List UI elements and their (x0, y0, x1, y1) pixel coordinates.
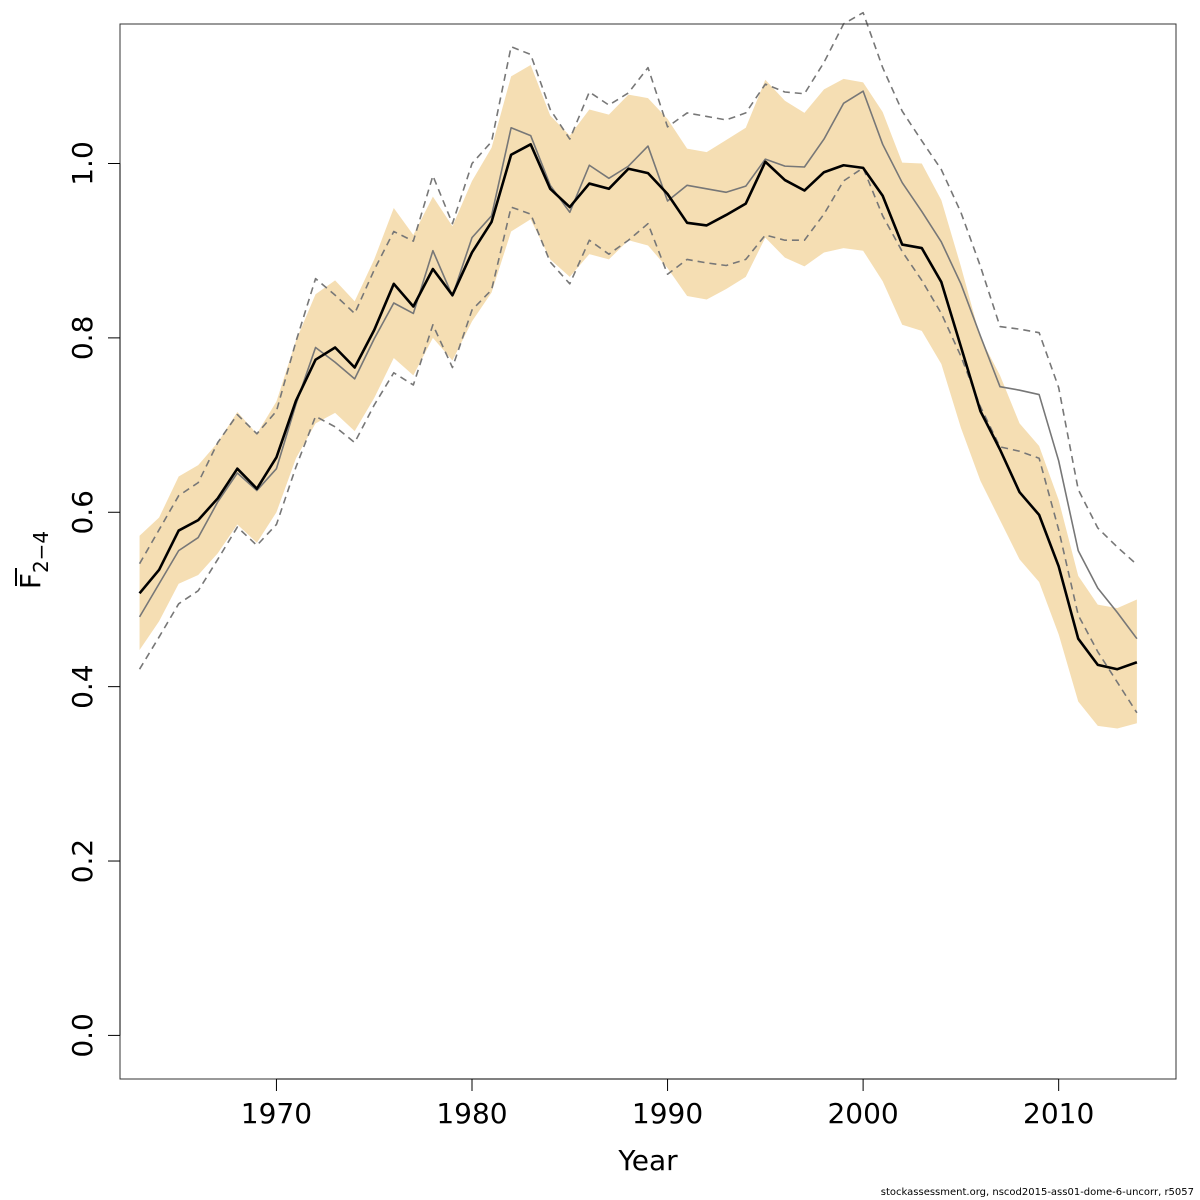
x-axis: 1970 1980 1990 2000 2010 (241, 1078, 1094, 1130)
alternative-upper-line (138, 11, 1138, 566)
y-tick-label: 1.0 (66, 141, 99, 186)
y-axis: 0.0 0.2 0.4 0.6 0.8 1.0 (66, 141, 121, 1058)
y-tick-label: 0.6 (66, 490, 99, 535)
svg-text:F2−4: F2−4 (14, 531, 53, 589)
estimate-line (138, 143, 1138, 671)
x-tick-label: 2000 (827, 1097, 898, 1130)
series-lines (138, 11, 1138, 714)
x-tick-label: 2010 (1023, 1097, 1094, 1130)
y-tick-label: 0.8 (66, 316, 99, 361)
y-tick-label: 0.0 (66, 1013, 99, 1058)
estimate-band (139, 64, 1137, 729)
x-tick-label: 1990 (632, 1097, 703, 1130)
footer-credit: stockassessment.org, nscod2015-ass01-dom… (880, 1187, 1194, 1198)
y-axis-title-main: F (14, 573, 47, 589)
y-tick-label: 0.2 (66, 839, 99, 884)
x-axis-title: Year (617, 1144, 678, 1177)
x-tick-label: 1980 (436, 1097, 507, 1130)
y-tick-label: 0.4 (66, 664, 99, 709)
confidence-band (139, 64, 1137, 729)
y-axis-title: F2−4 (14, 531, 53, 589)
alternative-line (138, 90, 1138, 640)
y-axis-title-subscript: 2−4 (29, 531, 53, 573)
x-tick-label: 1970 (241, 1097, 312, 1130)
alternative-lower-line (138, 167, 1138, 714)
